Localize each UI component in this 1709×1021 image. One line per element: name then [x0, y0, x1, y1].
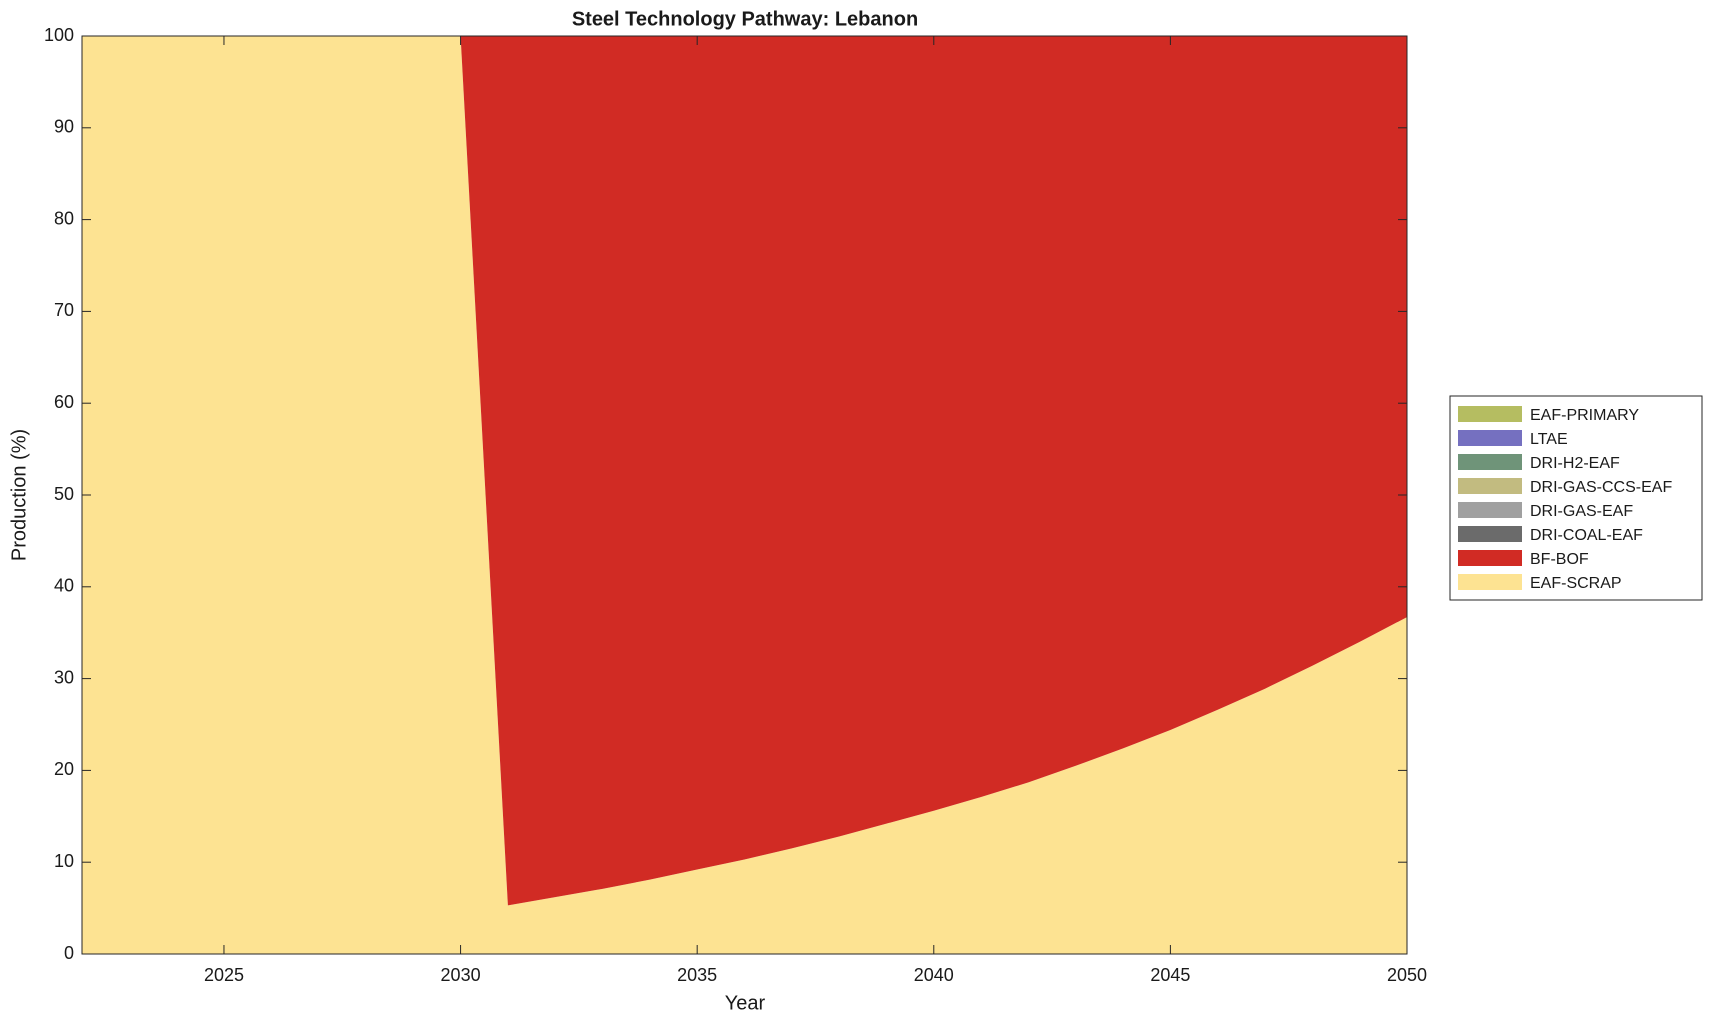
- legend-label: DRI-H2-EAF: [1530, 455, 1620, 472]
- y-tick-label: 40: [54, 576, 74, 596]
- legend-swatch: [1458, 574, 1522, 590]
- x-tick-label: 2035: [677, 965, 717, 985]
- area: [82, 36, 1407, 906]
- legend-label: DRI-GAS-EAF: [1530, 503, 1633, 520]
- y-axis-label: Production (%): [8, 429, 30, 561]
- legend-label: DRI-COAL-EAF: [1530, 527, 1643, 544]
- legend-box: [1449, 395, 1703, 601]
- legend-swatch: [1458, 406, 1522, 422]
- y-tick-label: 60: [54, 392, 74, 412]
- area: [82, 36, 1407, 954]
- x-tick-label: 2050: [1387, 965, 1427, 985]
- y-tick-label: 0: [64, 943, 74, 963]
- y-tick-label: 50: [54, 484, 74, 504]
- legend-swatch: [1458, 526, 1522, 542]
- legend-label: EAF-SCRAP: [1530, 575, 1622, 592]
- x-tick-label: 2045: [1150, 965, 1190, 985]
- legend-swatch: [1458, 550, 1522, 566]
- legend-swatch: [1458, 478, 1522, 494]
- y-tick-label: 30: [54, 667, 74, 687]
- y-tick-label: 70: [54, 300, 74, 320]
- y-tick-label: 10: [54, 851, 74, 871]
- x-tick-label: 2025: [204, 965, 244, 985]
- y-tick-label: 20: [54, 759, 74, 779]
- x-axis-label: Year: [725, 992, 766, 1014]
- y-tick-label: 80: [54, 208, 74, 228]
- chart-title: Steel Technology Pathway: Lebanon: [572, 8, 918, 30]
- x-tick-label: 2030: [441, 965, 481, 985]
- legend-label: LTAE: [1530, 431, 1568, 448]
- legend-label: EAF-PRIMARY: [1530, 407, 1639, 424]
- legend-swatch: [1458, 430, 1522, 446]
- y-tick-label: 90: [54, 117, 74, 137]
- legend-swatch: [1458, 502, 1522, 518]
- y-tick-label: 100: [44, 25, 74, 45]
- x-tick-label: 2040: [914, 965, 954, 985]
- legend-label: DRI-GAS-CCS-EAF: [1530, 479, 1672, 496]
- legend-label: BF-BOF: [1530, 551, 1589, 568]
- legend-swatch: [1458, 454, 1522, 470]
